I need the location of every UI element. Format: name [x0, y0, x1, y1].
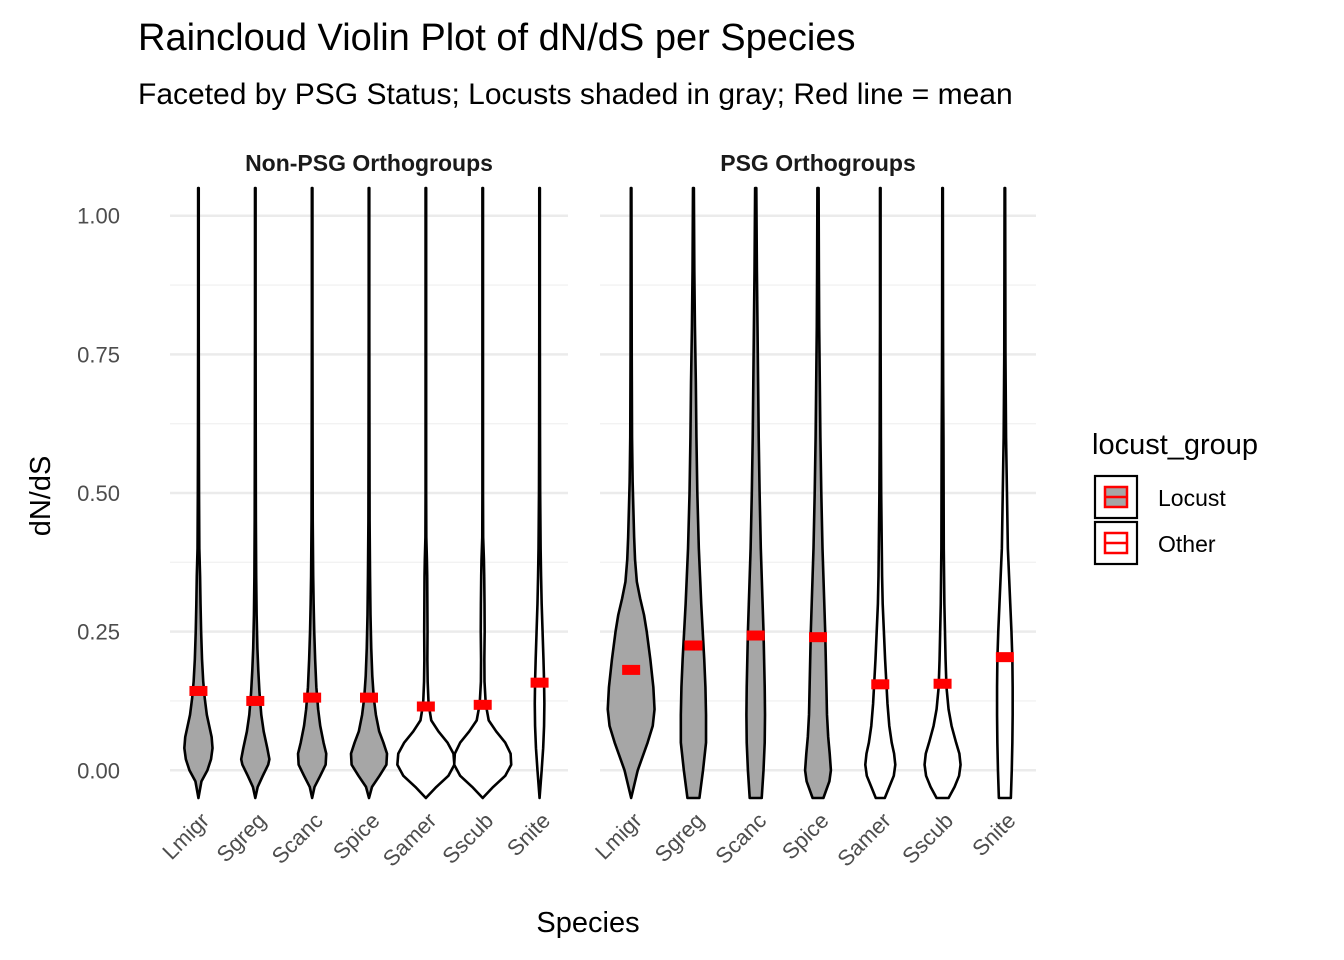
facet-strip-label: Non-PSG Orthogroups — [245, 150, 493, 176]
facet-strip-label: PSG Orthogroups — [720, 150, 916, 176]
x-tick-label: Samer — [832, 808, 895, 871]
violin-lmigr — [606, 186, 656, 800]
x-tick-label: Sgreg — [650, 808, 709, 867]
y-tick-label: 0.75 — [77, 342, 120, 367]
facet-panel-psg: PSG Orthogroups Lmigr Sgreg Scanc SpiceSamer… — [590, 150, 1036, 871]
mean-marker-lmigr — [622, 664, 641, 675]
x-tick-label: Sscub — [897, 808, 958, 869]
x-tick-label: Snite — [967, 808, 1020, 861]
violin-sscub — [923, 186, 962, 800]
x-tick-label: Scanc — [710, 808, 771, 869]
legend: locust_group Locust Other — [1092, 429, 1258, 566]
y-axis-title: dN/dS — [25, 456, 57, 537]
x-tick-label: Samer — [378, 808, 441, 871]
mean-marker-spice — [360, 692, 378, 703]
x-tick-label: Lmigr — [590, 808, 647, 865]
mean-marker-lmigr — [189, 685, 208, 696]
x-axis-title: Species — [536, 907, 639, 939]
mean-marker-samer — [416, 701, 435, 712]
violin-spice — [803, 186, 833, 800]
violin-spice — [349, 186, 389, 800]
mean-marker-snite — [995, 652, 1014, 663]
mean-marker-sgreg — [246, 695, 265, 706]
x-tick-label: Lmigr — [157, 808, 214, 865]
violin-scanc — [745, 186, 767, 800]
mean-marker-sscub — [473, 699, 492, 710]
mean-marker-scanc — [303, 692, 322, 703]
legend-label-other: Other — [1158, 531, 1216, 557]
legend-title: locust_group — [1092, 429, 1258, 461]
violin-samer — [863, 186, 897, 800]
y-tick-label: 0.25 — [77, 620, 120, 645]
violin-scanc — [296, 186, 328, 800]
chart-title: Raincloud Violin Plot of dN/dS per Speci… — [138, 17, 856, 59]
mean-marker-scanc — [746, 630, 765, 641]
violin-sgreg — [239, 186, 271, 800]
x-tick-label: Scanc — [267, 808, 328, 869]
x-tick-label: Snite — [502, 808, 555, 861]
chart-subtitle: Faceted by PSG Status; Locusts shaded in… — [138, 78, 1013, 111]
y-tick-label: 1.00 — [77, 204, 120, 229]
x-tick-label: Sgreg — [212, 808, 271, 867]
x-tick-label: Spice — [777, 808, 834, 865]
x-tick-label: Spice — [328, 808, 385, 865]
violin-sscub — [452, 186, 513, 800]
y-tick-label: 0.50 — [77, 481, 120, 506]
x-tick-label: Sscub — [437, 808, 498, 869]
violin-lmigr — [183, 186, 214, 800]
mean-marker-spice — [809, 632, 827, 643]
mean-marker-sscub — [933, 678, 952, 689]
y-tick-label: 0.00 — [77, 758, 120, 783]
mean-marker-samer — [871, 679, 890, 690]
mean-marker-snite — [530, 677, 549, 688]
violin-samer — [396, 186, 456, 800]
mean-marker-sgreg — [684, 640, 703, 651]
y-axis: 0.00 0.25 0.50 0.75 1.00 — [77, 204, 120, 784]
legend-label-locust: Locust — [1158, 485, 1226, 511]
